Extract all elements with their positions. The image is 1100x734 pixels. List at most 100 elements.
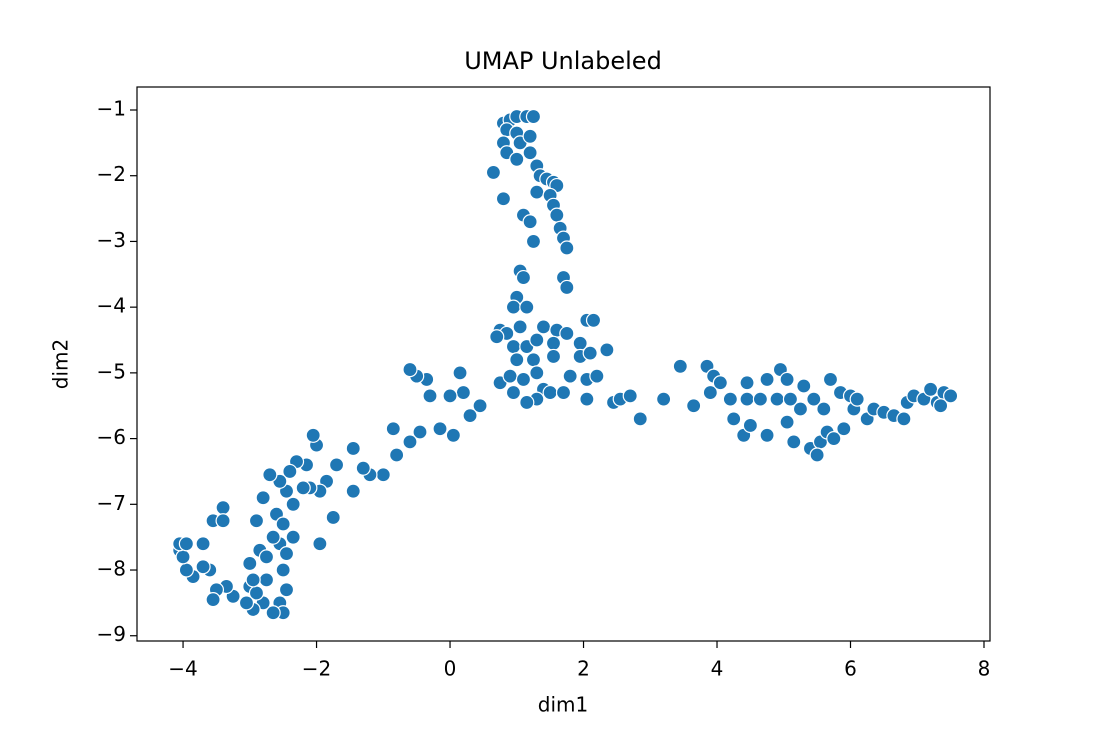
scatter-point [195, 536, 211, 552]
x-tick-label: 4 [711, 657, 724, 681]
scatter-point [559, 325, 575, 342]
scatter-point [722, 391, 738, 407]
scatter-point [422, 388, 438, 404]
scatter-point [278, 582, 295, 598]
scatter-point [442, 388, 458, 404]
scatter-point [509, 151, 525, 167]
scatter-point [242, 555, 258, 572]
scatter-point [495, 191, 512, 207]
scatter-point [512, 319, 528, 335]
y-tick-label: −7 [97, 491, 126, 515]
scatter-point [275, 562, 291, 578]
scatter-point [312, 536, 328, 552]
scatter-point [519, 394, 535, 411]
scatter-point [542, 384, 558, 401]
scatter-point [385, 421, 401, 437]
scatter-point [622, 388, 638, 404]
scatter-point [515, 371, 532, 388]
scatter-point [529, 365, 545, 381]
scatter-point [258, 572, 275, 588]
scatter-point [375, 467, 391, 483]
scatter-point [786, 434, 802, 450]
x-tick-label: 8 [978, 657, 991, 681]
scatter-point [726, 411, 742, 427]
scatter-point [589, 368, 605, 384]
scatter-point [686, 398, 702, 414]
scatter-point [796, 378, 812, 394]
x-tick-label: −4 [168, 657, 197, 681]
scatter-point [632, 411, 648, 427]
scatter-point [529, 184, 545, 200]
scatter-point [739, 391, 755, 407]
scatter-point [712, 375, 728, 391]
scatter-point [345, 483, 361, 499]
scatter-point [285, 496, 301, 512]
scatter-point [485, 164, 502, 181]
y-tick-label: −1 [97, 97, 126, 121]
scatter-point [248, 513, 265, 529]
scatter-point [515, 269, 532, 286]
scatter-point [759, 371, 775, 388]
y-tick-label: −9 [97, 622, 126, 646]
scatter-point [455, 384, 471, 401]
scatter-point [178, 562, 194, 578]
scatter-point [328, 457, 345, 473]
chart-title: UMAP Unlabeled [464, 47, 662, 75]
scatter-point [445, 427, 461, 443]
scatter-point [472, 398, 488, 414]
scatter-point [205, 591, 221, 608]
scatter-point [702, 384, 718, 401]
scatter-point [933, 398, 949, 414]
x-tick-label: 2 [577, 657, 590, 681]
scatter-point [195, 559, 211, 575]
scatter-point [806, 391, 822, 407]
scatter-point [579, 391, 595, 407]
scatter-point [582, 345, 598, 361]
scatter-point [215, 513, 231, 529]
scatter-point [489, 329, 505, 345]
scatter-point [816, 401, 832, 417]
scatter-point [305, 427, 321, 443]
scatter-point [278, 545, 295, 562]
scatter-point [555, 384, 572, 401]
scatter-point [255, 490, 271, 506]
scatter-point [295, 480, 311, 496]
scatter-point [265, 529, 281, 545]
scatter-point [505, 384, 522, 401]
y-tick-label: −3 [97, 228, 126, 252]
scatter-point [545, 348, 562, 365]
scatter-point [355, 460, 371, 476]
scatter-point [559, 240, 575, 256]
scatter-point [742, 417, 758, 434]
x-tick-label: 6 [844, 657, 857, 681]
scatter-point [522, 128, 538, 144]
y-tick-label: −5 [97, 359, 126, 383]
scatter-point [462, 407, 478, 424]
scatter-point [262, 467, 278, 483]
scatter-point [535, 319, 552, 335]
y-tick-label: −2 [97, 162, 126, 186]
x-axis-label: dim1 [538, 693, 588, 717]
scatter-point [525, 233, 542, 250]
scatter-point [562, 368, 578, 384]
scatter-point [238, 595, 255, 611]
scatter-point [759, 427, 775, 443]
scatter-point [599, 342, 615, 358]
y-axis-label: dim2 [49, 339, 73, 389]
scatter-point [792, 401, 809, 417]
scatter-point [559, 279, 575, 296]
scatter-point [943, 388, 959, 404]
scatter-point [849, 391, 865, 407]
scatter-point [836, 421, 852, 437]
scatter-point [522, 214, 538, 230]
scatter-point [779, 414, 795, 430]
y-tick-label: −6 [97, 425, 126, 449]
scatter-point [402, 361, 418, 378]
scatter-point [402, 434, 418, 450]
scatter-point [275, 516, 291, 532]
scatter-point [285, 529, 301, 545]
scatter-point [525, 352, 542, 368]
scatter-point [549, 207, 565, 223]
scatter-point [672, 358, 688, 374]
